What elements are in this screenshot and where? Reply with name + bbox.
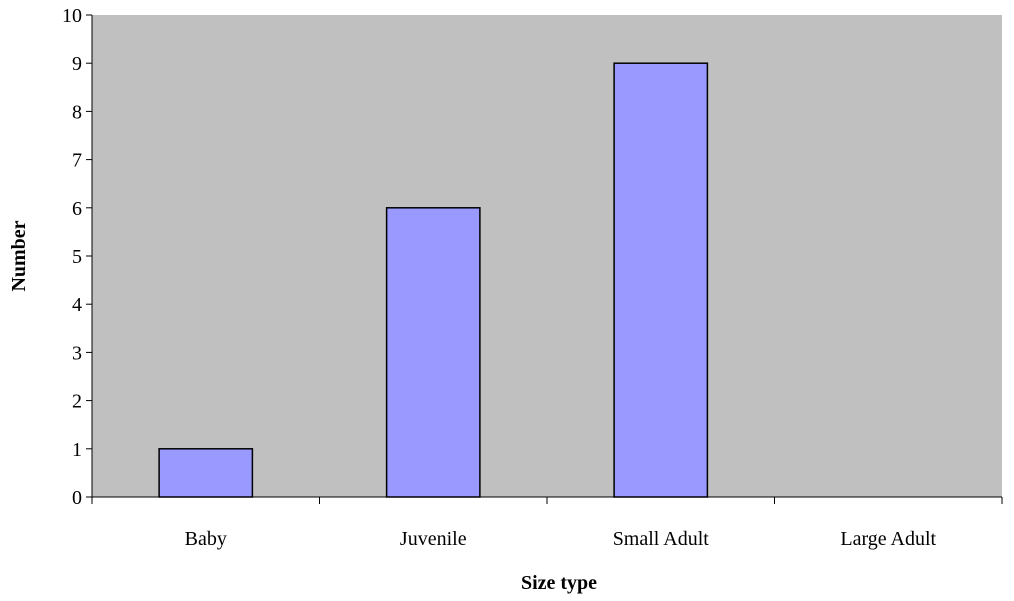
plot-area (92, 15, 1002, 497)
x-tick-label: Juvenile (400, 528, 467, 550)
y-axis-title: Number (8, 220, 30, 291)
y-tick-label: 5 (72, 246, 82, 268)
y-tick-label: 7 (72, 150, 82, 172)
y-tick-label: 8 (72, 101, 82, 123)
x-tick-label: Small Adult (613, 528, 710, 550)
y-tick-label: 2 (72, 391, 82, 413)
y-tick-label: 4 (72, 294, 82, 316)
y-tick-label: 3 (72, 342, 82, 364)
y-tick-label: 1 (72, 439, 82, 461)
x-axis-title: Size type (521, 572, 597, 594)
x-tick-label: Baby (185, 528, 227, 550)
y-ticks-group: 0 1 2 3 4 5 6 7 8 9 10 (62, 5, 92, 509)
bar-baby (158, 448, 254, 498)
x-tick-label: Large Adult (840, 528, 936, 550)
bar-small-adult (613, 62, 709, 498)
y-tick-label: 10 (62, 5, 82, 27)
x-ticks-group: Baby Juvenile Small Adult Large Adult (91, 497, 1003, 550)
bar-juvenile (385, 207, 481, 498)
y-tick-label: 6 (72, 198, 82, 220)
y-tick-label: 9 (72, 53, 82, 75)
bars-group (158, 62, 709, 498)
y-tick-label: 0 (72, 487, 82, 509)
